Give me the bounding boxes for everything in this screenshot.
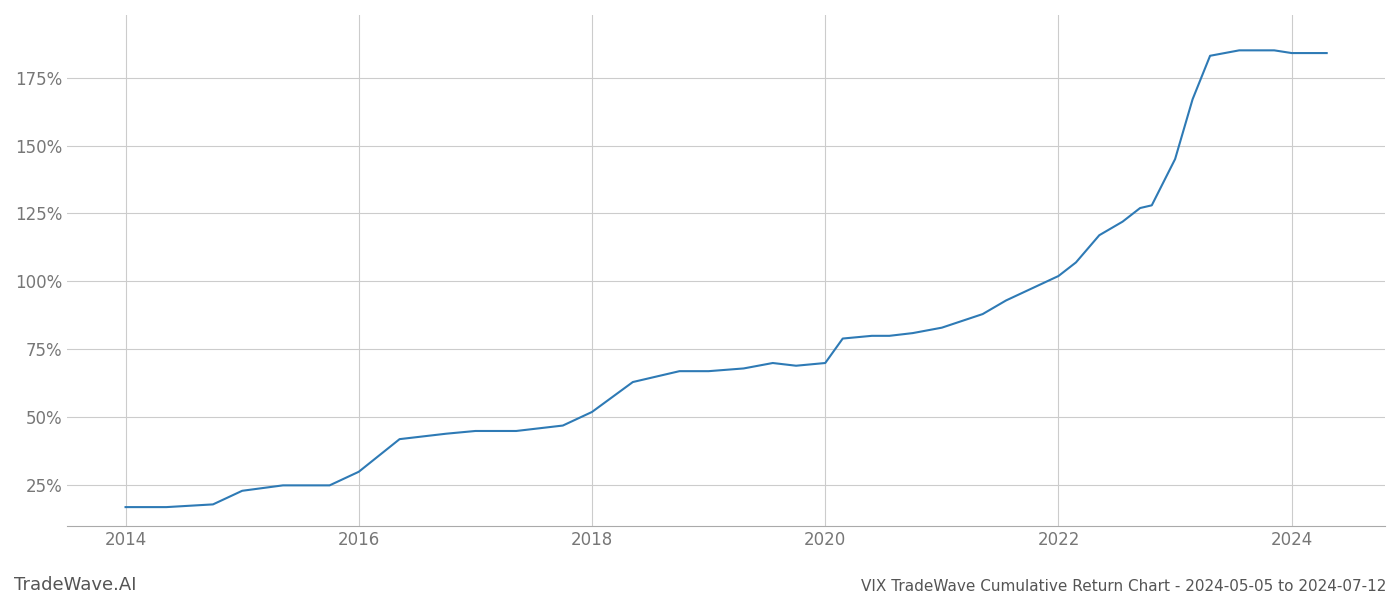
Text: VIX TradeWave Cumulative Return Chart - 2024-05-05 to 2024-07-12: VIX TradeWave Cumulative Return Chart - … [861,579,1386,594]
Text: TradeWave.AI: TradeWave.AI [14,576,137,594]
